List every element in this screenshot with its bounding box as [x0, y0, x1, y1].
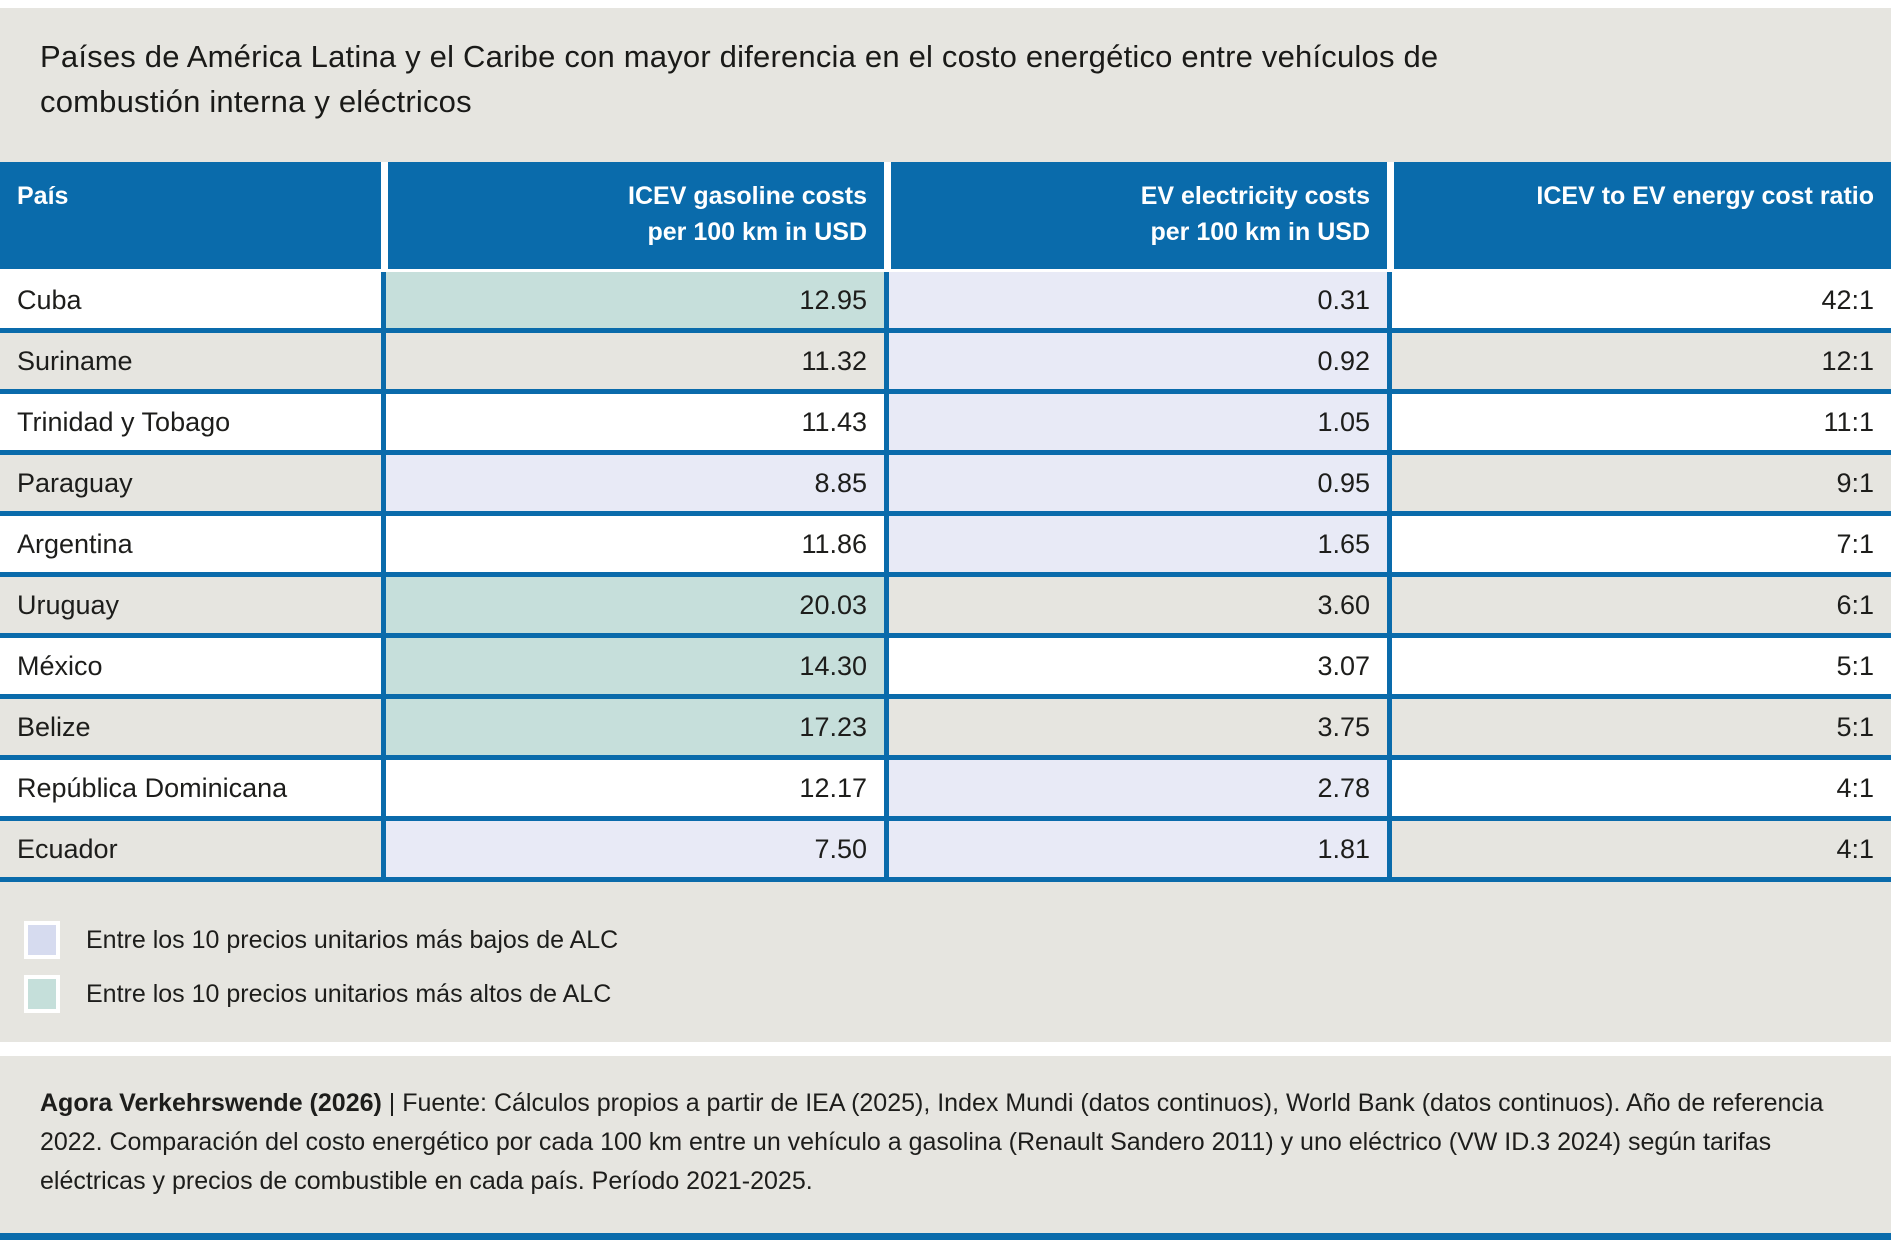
header-ev-line1: EV electricity costs [1140, 182, 1370, 210]
ev-cost-cell: 0.31 [884, 272, 1387, 328]
header-ev-line2: per 100 km in USD [1150, 218, 1370, 246]
header-icev-line1: ICEV gasoline costs [628, 182, 867, 210]
table-body: Cuba 12.95 0.31 42:1 Suriname 11.32 0.92 12:1 Tr… [0, 272, 1891, 882]
header-country: País [17, 182, 69, 210]
ratio-cell: 42:1 [1387, 272, 1891, 328]
ratio-cell: 5:1 [1387, 638, 1891, 694]
legend-label-lowest: Entre los 10 precios unitarios más bajos… [86, 925, 619, 954]
icev-cost-cell: 20.03 [381, 577, 884, 633]
ratio-cell: 5:1 [1387, 699, 1891, 755]
icev-cost-cell: 11.32 [381, 333, 884, 389]
legend: Entre los 10 precios unitarios más bajos… [0, 882, 1891, 1042]
ratio-cell: 12:1 [1387, 333, 1891, 389]
legend-label-highest: Entre los 10 precios unitarios más altos… [86, 979, 612, 1008]
source-attribution: Agora Verkehrswende (2026) [40, 1089, 382, 1117]
ratio-cell: 7:1 [1387, 516, 1891, 572]
page-title: Países de América Latina y el Caribe con… [40, 39, 1439, 119]
table-row: Belize 17.23 3.75 5:1 [0, 699, 1891, 760]
ev-cost-cell: 3.60 [884, 577, 1387, 633]
legend-item-highest: Entre los 10 precios unitarios más altos… [24, 972, 1891, 1016]
country-cell: Belize [0, 699, 381, 755]
legend-swatch-high-icon [24, 975, 60, 1013]
legend-swatch-low-icon [24, 921, 60, 959]
table-row: Ecuador 7.50 1.81 4:1 [0, 821, 1891, 882]
country-cell: República Dominicana [0, 760, 381, 816]
table-row: Paraguay 8.85 0.95 9:1 [0, 455, 1891, 516]
ratio-cell: 4:1 [1387, 760, 1891, 816]
ev-cost-cell: 0.95 [884, 455, 1387, 511]
ev-cost-cell: 3.07 [884, 638, 1387, 694]
table-row: Trinidad y Tobago 11.43 1.05 11:1 [0, 394, 1891, 455]
icev-cost-cell: 12.17 [381, 760, 884, 816]
icev-cost-cell: 12.95 [381, 272, 884, 328]
header-ev-costs: EV electricity costs per 100 km in USD [884, 162, 1387, 269]
ev-cost-cell: 1.05 [884, 394, 1387, 450]
source-details: | Fuente: Cálculos propios a partir de I… [40, 1089, 1824, 1195]
table-row: México 14.30 3.07 5:1 [0, 638, 1891, 699]
icev-cost-cell: 11.43 [381, 394, 884, 450]
ev-cost-cell: 2.78 [884, 760, 1387, 816]
title-block: Países de América Latina y el Caribe con… [0, 8, 1891, 162]
header-icev-line2: per 100 km in USD [647, 218, 867, 246]
source-note: Agora Verkehrswende (2026) | Fuente: Cál… [40, 1084, 1840, 1201]
country-cell: México [0, 638, 381, 694]
header-ratio: ICEV to EV energy cost ratio [1387, 162, 1891, 269]
header-icev-costs: ICEV gasoline costs per 100 km in USD [381, 162, 884, 269]
country-cell: Trinidad y Tobago [0, 394, 381, 450]
top-margin-strip [0, 0, 1891, 8]
icev-cost-cell: 7.50 [381, 821, 884, 877]
legend-item-lowest: Entre los 10 precios unitarios más bajos… [24, 918, 1891, 962]
table-row: Argentina 11.86 1.65 7:1 [0, 516, 1891, 577]
table-row: Suriname 11.32 0.92 12:1 [0, 333, 1891, 394]
section-divider [0, 1042, 1891, 1056]
country-cell: Paraguay [0, 455, 381, 511]
icev-cost-cell: 8.85 [381, 455, 884, 511]
footer: Agora Verkehrswende (2026) | Fuente: Cál… [0, 1056, 1891, 1233]
icev-cost-cell: 17.23 [381, 699, 884, 755]
country-cell: Cuba [0, 272, 381, 328]
country-cell: Argentina [0, 516, 381, 572]
data-table: País ICEV gasoline costs per 100 km in U… [0, 162, 1891, 882]
ratio-cell: 6:1 [1387, 577, 1891, 633]
country-cell: Suriname [0, 333, 381, 389]
ev-cost-cell: 0.92 [884, 333, 1387, 389]
table-row: Uruguay 20.03 3.60 6:1 [0, 577, 1891, 638]
icev-cost-cell: 14.30 [381, 638, 884, 694]
table-row: Cuba 12.95 0.31 42:1 [0, 272, 1891, 333]
ratio-cell: 9:1 [1387, 455, 1891, 511]
table-row: República Dominicana 12.17 2.78 4:1 [0, 760, 1891, 821]
ratio-cell: 4:1 [1387, 821, 1891, 877]
ratio-cell: 11:1 [1387, 394, 1891, 450]
ev-cost-cell: 3.75 [884, 699, 1387, 755]
bottom-brand-bar [0, 1233, 1891, 1240]
ev-cost-cell: 1.81 [884, 821, 1387, 877]
icev-cost-cell: 11.86 [381, 516, 884, 572]
country-cell: Ecuador [0, 821, 381, 877]
ev-cost-cell: 1.65 [884, 516, 1387, 572]
table-header-row: País ICEV gasoline costs per 100 km in U… [0, 162, 1891, 272]
country-cell: Uruguay [0, 577, 381, 633]
